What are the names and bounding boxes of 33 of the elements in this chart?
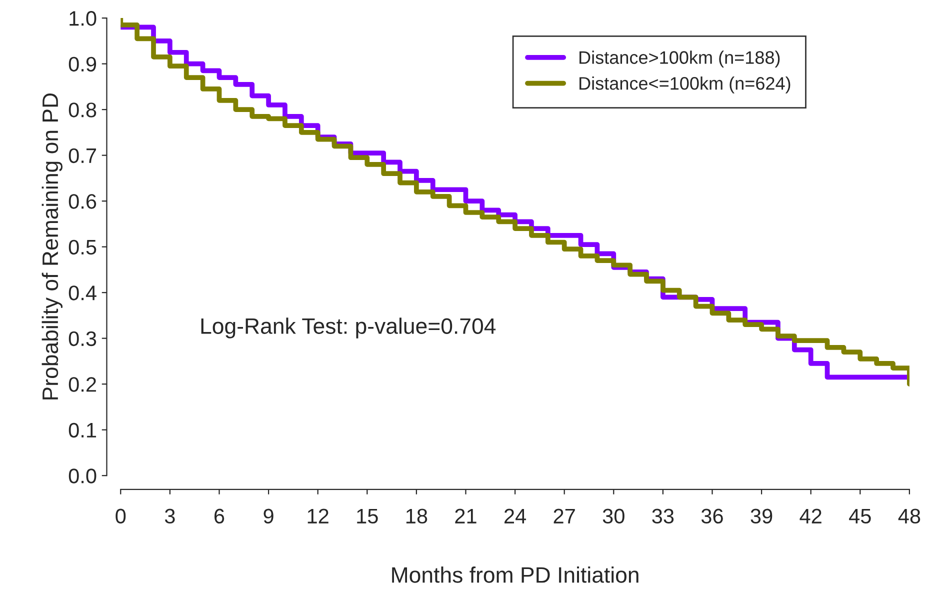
x-tick-label: 42 (800, 508, 822, 524)
x-tick-label: 45 (849, 508, 871, 524)
x-tick-label: 3 (164, 508, 175, 524)
x-tick-label: 6 (214, 508, 224, 524)
x-tick-label: 33 (652, 508, 674, 524)
y-tick-label: 0.7 (68, 148, 96, 164)
x-tick-label: 24 (504, 508, 526, 524)
y-tick-label: 0.6 (68, 194, 96, 209)
y-tick-label: 0.3 (68, 331, 96, 346)
x-tick-label: 9 (264, 508, 274, 524)
y-tick-label: 0.4 (68, 286, 96, 300)
x-tick-label: 18 (406, 508, 428, 524)
legend-label: Distance<=100km (n=624) (580, 76, 790, 94)
x-axis-title: Months from PD Initiation (392, 566, 638, 583)
x-tick-label: 0 (116, 508, 126, 524)
x-tick-label: 30 (602, 508, 624, 524)
x-tick-label: 12 (308, 508, 328, 524)
y-tick-label: 0.1 (68, 422, 96, 438)
x-tick-label: 48 (898, 508, 920, 524)
y-tick-label: 0.5 (68, 240, 96, 255)
x-tick-label: 21 (455, 508, 476, 524)
y-tick-label: 0.9 (68, 56, 96, 72)
y-axis-title: Probability of Remaining on PD (42, 93, 63, 400)
x-tick-label: 15 (357, 508, 378, 524)
y-tick-label: 1.0 (70, 11, 96, 26)
y-tick-label: 0.0 (68, 468, 96, 484)
y-tick-label: 0.2 (68, 377, 96, 392)
y-tick-label: 0.8 (68, 102, 96, 118)
x-tick-label: 36 (701, 508, 723, 524)
x-tick-label: 27 (554, 508, 575, 524)
x-tick-label: 39 (750, 508, 772, 524)
legend-label: Distance>100km (n=188) (580, 50, 780, 68)
annotation: Log-Rank Test: p-value=0.704 (201, 318, 496, 338)
